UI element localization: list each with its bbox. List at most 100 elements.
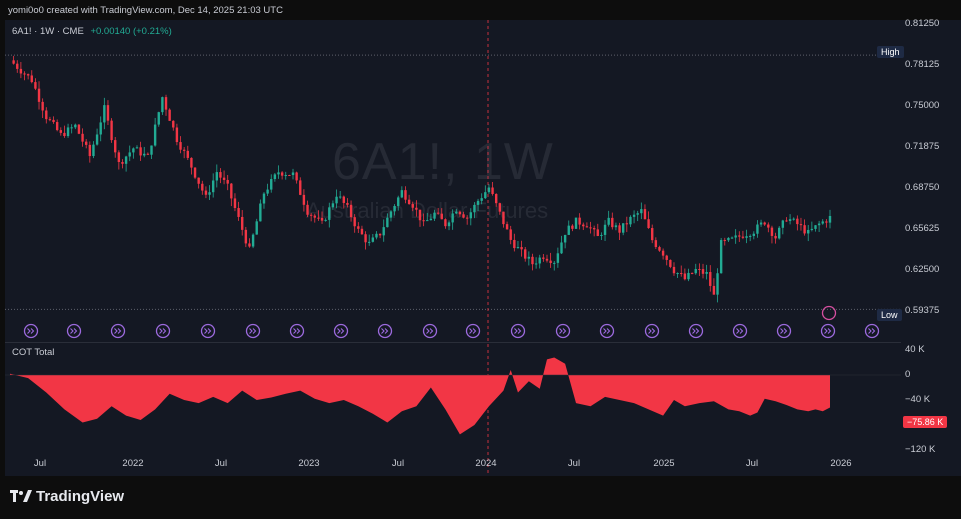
candle-body [759, 222, 763, 225]
candle-body [233, 198, 237, 209]
time-tick-label: Jul [214, 458, 228, 469]
candle-body [150, 145, 153, 155]
candle-body [502, 211, 505, 225]
candle-body [262, 193, 266, 204]
candle-body [48, 119, 52, 121]
candle-body [683, 273, 687, 280]
candle-body [821, 221, 824, 224]
candle-body [629, 216, 632, 225]
candle-body [745, 236, 748, 238]
event-marker-arrows [648, 328, 656, 334]
event-marker-arrows [337, 328, 345, 334]
candle-body [168, 109, 171, 121]
candle-body [534, 263, 538, 265]
candle-body [665, 255, 668, 260]
candle-body [825, 221, 828, 223]
candle-body [364, 234, 367, 243]
candle-body [342, 196, 346, 203]
candle-body [309, 214, 313, 216]
event-marker-arrows [159, 328, 167, 334]
high-tag: High [877, 46, 904, 58]
candle-body [259, 203, 262, 222]
candle-body [672, 266, 676, 274]
cot-axis[interactable]: 40 K0−40 K−80 K−120 K [901, 343, 961, 476]
event-marker-arrows [780, 328, 788, 334]
price-tick-label: 0.59375 [905, 305, 940, 317]
low-tag: Low [877, 309, 902, 321]
candle-body [520, 247, 523, 250]
time-tick-label: Jul [33, 458, 47, 469]
candle-body [465, 217, 469, 219]
candle-body [727, 237, 730, 241]
candle-body [288, 175, 291, 177]
event-marker-icon [776, 323, 792, 339]
candle-body [277, 172, 280, 175]
candle-body [411, 204, 414, 208]
candle-body [255, 221, 258, 235]
candle-body [632, 214, 636, 217]
candle-body [77, 124, 81, 134]
candle-body [719, 240, 723, 274]
candle-body [709, 272, 712, 286]
candle-body [563, 234, 567, 243]
candle-body [161, 97, 164, 113]
candle-body [248, 243, 251, 247]
candle-body [455, 211, 458, 214]
split-marker-icon [821, 305, 837, 321]
legend-symbol: 6A1! · 1W · CME [12, 26, 84, 37]
tradingview-logo[interactable]: TradingView [10, 488, 124, 505]
candle-body [378, 233, 382, 236]
candle-body [701, 269, 705, 274]
event-marker-icon [644, 323, 660, 339]
time-axis[interactable]: Jul 2022 Jul 2023 Jul 2024 Jul 2025 Jul 2026 [5, 454, 901, 476]
candle-body [654, 240, 658, 248]
candle-body [124, 156, 128, 164]
candle-body [295, 172, 298, 181]
candle-body [698, 268, 701, 270]
cot-tick-label: −40 K [905, 394, 931, 405]
candle-body [687, 272, 690, 280]
candle-body [244, 229, 248, 244]
symbol-legend[interactable]: 6A1! · 1W · CME +0.00140 (+0.21%) [12, 26, 172, 37]
candle-body [748, 235, 752, 237]
candle-body [389, 211, 393, 218]
candle-body [404, 190, 407, 200]
event-marker-arrows [559, 328, 567, 334]
price-tick-label: 0.71875 [905, 141, 940, 153]
candle-body [324, 219, 327, 221]
time-tick-label: 2024 [475, 458, 497, 469]
candle-body [774, 235, 777, 239]
candle-body [128, 152, 131, 157]
price-tick-label: 0.81250 [905, 18, 940, 30]
candle-body [680, 273, 683, 275]
candle-body [480, 198, 483, 201]
event-marker-icon [688, 323, 704, 339]
candle-body [509, 229, 512, 240]
candle-body [603, 224, 607, 235]
candle-body [712, 285, 716, 295]
candle-body [618, 225, 621, 233]
candle-body [778, 227, 781, 239]
candle-body [600, 234, 603, 236]
event-marker-arrows [27, 328, 35, 334]
pane-separator[interactable] [5, 342, 961, 343]
candle-body [807, 229, 810, 234]
candle-body [767, 224, 770, 228]
candle-body [451, 213, 454, 223]
event-marker-icon [422, 323, 438, 339]
legend-change: +0.00140 (+0.21%) [90, 26, 172, 37]
candle-body [313, 215, 316, 218]
candle-body [444, 219, 447, 227]
event-marker-icon [377, 323, 393, 339]
candle-body [469, 212, 472, 219]
event-marker-arrows [204, 328, 212, 334]
price-axis[interactable]: High Low 0.81250 0.78125 0.75000 0.71875 0.6… [877, 18, 961, 343]
candle-body [803, 225, 806, 234]
candle-body [596, 229, 599, 236]
candle-body [204, 190, 208, 195]
candle-body [810, 228, 814, 230]
event-marker-arrows [868, 328, 876, 334]
candle-body [23, 73, 26, 75]
candle-body [186, 150, 189, 158]
